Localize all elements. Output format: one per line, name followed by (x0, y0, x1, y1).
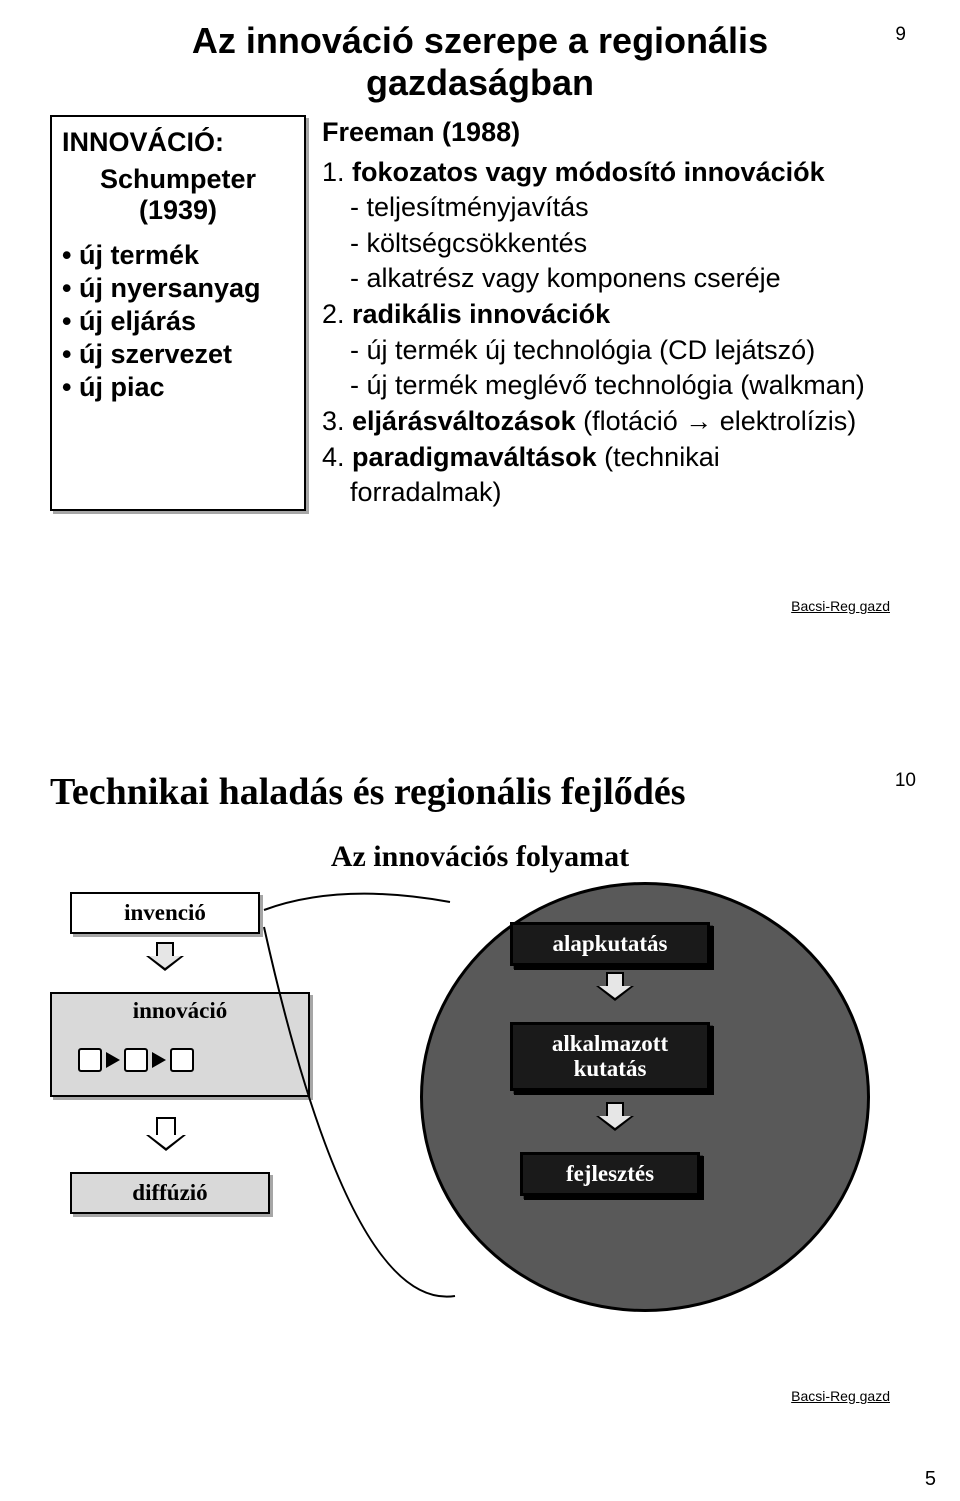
lower-subtitle: Az innovációs folyamat (50, 840, 910, 874)
l1-bold: fokozatos vagy módosító innovációk (352, 157, 825, 187)
flow-box-2 (124, 1048, 148, 1072)
line-1-sub-2: - költségcsökkentés (322, 226, 910, 262)
alkalmazott-line-2: kutatás (574, 1056, 647, 1081)
connector-curves (260, 892, 480, 1312)
alkalmazott-line-1: alkalmazott (552, 1031, 668, 1056)
left-item-5: új piac (62, 372, 294, 403)
box-innovacio-label: innováció (133, 998, 228, 1023)
page-number-top: 9 (895, 24, 906, 46)
footer-sig-lower: Bacsi-Reg gazd (791, 1388, 890, 1404)
left-item-1: új termék (62, 240, 294, 271)
l4-bold: paradigmaváltások (352, 442, 604, 472)
page-footer-number: 5 (925, 1468, 936, 1491)
line-2: 2. radikális innovációk (322, 297, 910, 333)
line-1-sub-3: - alkatrész vagy komponens cseréje (322, 261, 910, 297)
flow-box-3 (170, 1048, 194, 1072)
arrow-alap-alkalmazott (596, 972, 634, 1002)
line-1-sub-1: - teljesítményjavítás (322, 190, 910, 226)
line-4-cont: forradalmak) (322, 475, 910, 511)
l4-normal: (technikai (604, 442, 720, 472)
box-fejlesztes: fejlesztés (520, 1152, 700, 1196)
footer-sig-upper: Bacsi-Reg gazd (791, 598, 890, 614)
slide-lower: Technikai haladás és regionális fejlődés… (50, 770, 910, 1410)
line-2-sub-1: - új termék új technológia (CD lejátszó) (322, 333, 910, 369)
flow-box-1 (78, 1048, 102, 1072)
arrow-invencio-innovacio (146, 942, 184, 972)
upper-title: Az innováció szerepe a regionális gazdas… (50, 20, 910, 105)
page-number-lower: 10 (895, 770, 916, 792)
line-3: 3. eljárásváltozások (flotáció → elektro… (322, 404, 910, 440)
flow-arrow-1 (106, 1052, 120, 1068)
box-diffuzio: diffúzió (70, 1172, 270, 1214)
box-alapkutatas: alapkutatás (510, 922, 710, 966)
right-column: Freeman (1988) 1. fokozatos vagy módosít… (322, 115, 910, 511)
left-sub-2: (1939) (62, 195, 294, 226)
title-line-1: Az innováció szerepe a regionális (192, 20, 768, 61)
left-item-2: új nyersanyag (62, 273, 294, 304)
lower-title: Technikai haladás és regionális fejlődés (50, 770, 686, 814)
line-2-sub-2: - új termék meglévő technológia (walkman… (322, 368, 910, 404)
l3-num: 3. (322, 406, 352, 436)
left-item-4: új szervezet (62, 339, 294, 370)
l2-bold: radikális innovációk (352, 299, 610, 329)
upper-body: INNOVÁCIÓ: Schumpeter (1939) új termék ú… (50, 115, 910, 511)
l3-bold: eljárásváltozások (352, 406, 583, 436)
l4-num: 4. (322, 442, 352, 472)
lower-header: Technikai haladás és regionális fejlődés… (50, 770, 910, 814)
box-invencio: invenció (70, 892, 260, 934)
diagram: invenció innováció diffúzió alapkutatás … (50, 892, 910, 1342)
arrow-alkalmazott-fejlesztes (596, 1102, 634, 1132)
left-column-box: INNOVÁCIÓ: Schumpeter (1939) új termék ú… (50, 115, 306, 511)
left-item-3: új eljárás (62, 306, 294, 337)
l1-num: 1. (322, 157, 352, 187)
flow-row (78, 1048, 194, 1072)
freeman-line: Freeman (1988) (322, 115, 910, 151)
line-1: 1. fokozatos vagy módosító innovációk (322, 155, 910, 191)
l3-normal: (flotáció → elektrolízis) (583, 406, 856, 436)
title-line-2: gazdaságban (366, 62, 594, 103)
slide-upper: 9 Az innováció szerepe a regionális gazd… (50, 20, 910, 620)
line-4: 4. paradigmaváltások (technikai (322, 440, 910, 476)
arrow-innovacio-diffuzio (146, 1117, 186, 1151)
left-header: INNOVÁCIÓ: (62, 127, 294, 158)
box-alkalmazott: alkalmazott kutatás (510, 1022, 710, 1091)
left-sub-1: Schumpeter (62, 164, 294, 195)
l2-num: 2. (322, 299, 352, 329)
flow-arrow-2 (152, 1052, 166, 1068)
